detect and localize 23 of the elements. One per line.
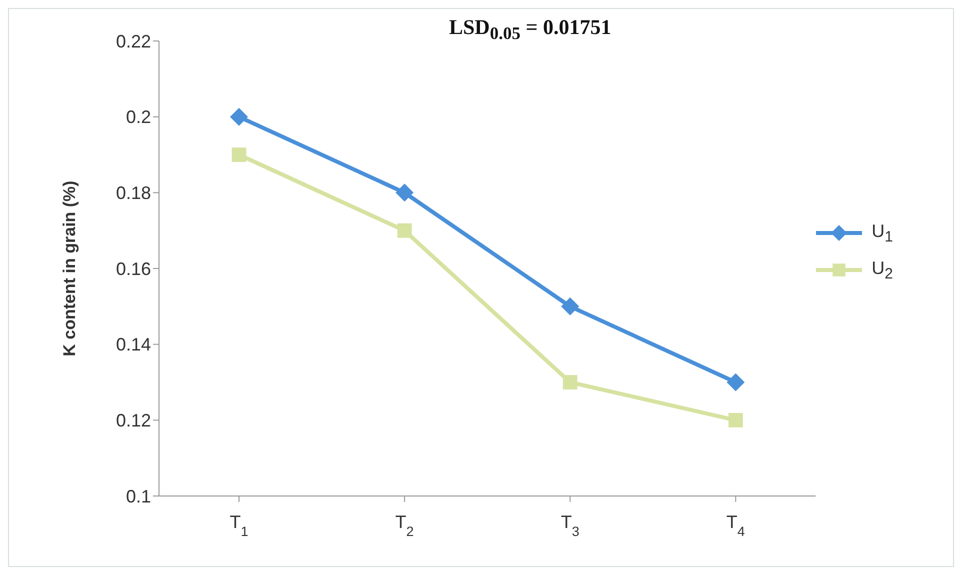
x-tick-label: T$_{4}$ bbox=[726, 512, 746, 538]
x-tick-label: T$_{3}$ bbox=[560, 512, 580, 538]
point bbox=[726, 373, 745, 392]
y-tick-label: 0.12 bbox=[116, 410, 151, 431]
y-tick-label: 0.14 bbox=[116, 334, 151, 355]
point bbox=[728, 412, 743, 428]
point bbox=[562, 375, 578, 390]
legend-label: U$_{2}$ bbox=[872, 258, 893, 282]
point bbox=[230, 108, 248, 126]
y-tick-label: 0.16 bbox=[116, 258, 151, 279]
x-tick-label: T$_{1}$ bbox=[230, 512, 248, 538]
y-tick-label: 0.2 bbox=[126, 107, 151, 128]
y-tick-label: 0.18 bbox=[116, 183, 151, 204]
legend-label: U$_{1}$ bbox=[872, 220, 893, 246]
y-axis-title: K content in grain (%) bbox=[60, 180, 80, 356]
y-tick-label: 0.1 bbox=[126, 486, 151, 506]
x-tick-label: T$_{2}$ bbox=[395, 512, 414, 538]
y-tick-label: 0.22 bbox=[116, 31, 151, 52]
point bbox=[397, 223, 412, 238]
annotation: LSD$_{0.05}$ = 0.01751 bbox=[449, 15, 612, 44]
point bbox=[232, 148, 246, 162]
point bbox=[396, 184, 414, 202]
point bbox=[561, 297, 580, 316]
